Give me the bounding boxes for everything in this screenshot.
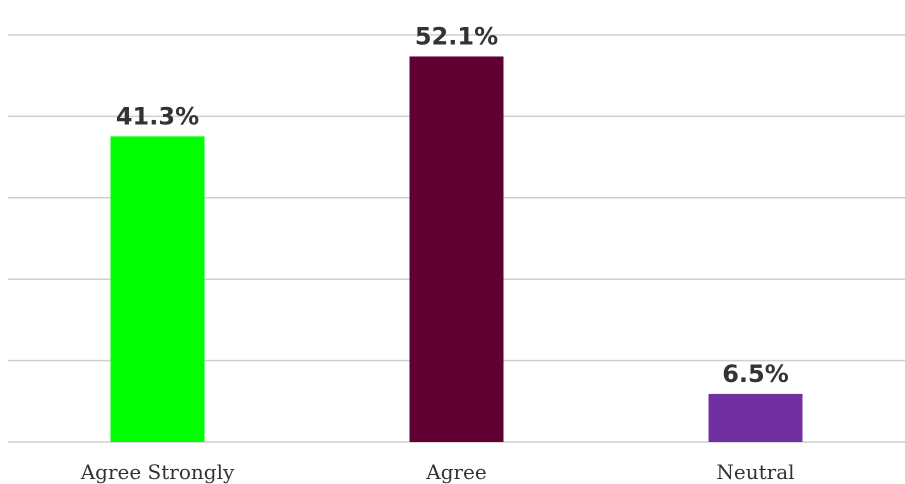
bar-agree bbox=[409, 56, 504, 443]
bar-agree-strongly bbox=[110, 136, 205, 442]
data-label: 6.5% bbox=[722, 360, 789, 388]
category-tick-label: Agree Strongly bbox=[80, 460, 235, 484]
category-axis: Agree Strongly Agree Neutral bbox=[80, 460, 795, 484]
data-label: 52.1% bbox=[415, 22, 498, 50]
data-label: 41.3% bbox=[116, 102, 199, 130]
category-tick-label: Agree bbox=[425, 460, 486, 484]
bars bbox=[110, 56, 803, 443]
category-tick-label: Neutral bbox=[716, 460, 794, 484]
data-labels: 41.3% 52.1% 6.5% bbox=[116, 22, 789, 387]
bar-neutral bbox=[708, 393, 803, 442]
